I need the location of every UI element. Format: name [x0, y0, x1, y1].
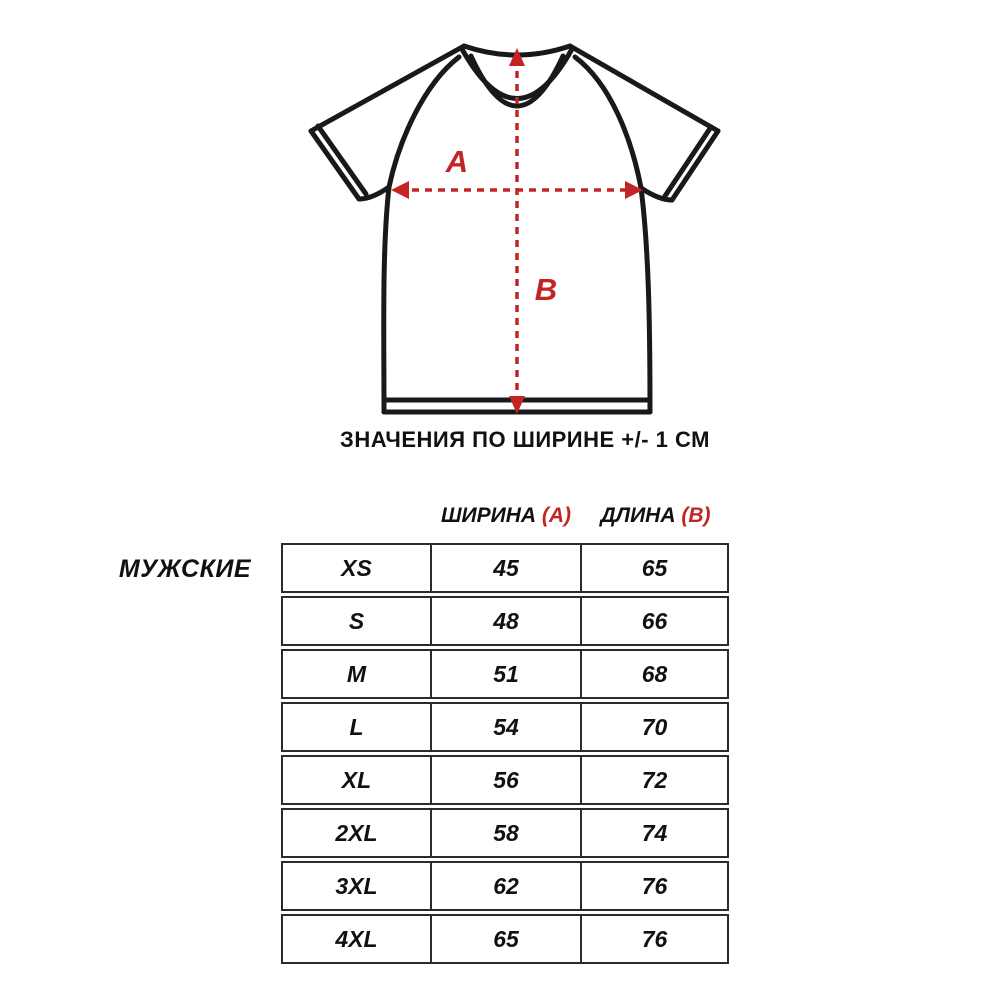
table-row: L 54 70: [281, 702, 729, 752]
right-underarm: [638, 185, 675, 203]
left-shoulder-line: [308, 43, 467, 134]
table-row: S 48 66: [281, 596, 729, 646]
left-cuff-outer: [308, 128, 362, 202]
width-cell: 58: [432, 810, 582, 856]
size-table: XS 45 65 S 48 66 M 51 68 L 54 70 XL 56 7…: [281, 543, 729, 967]
table-row: XL 56 72: [281, 755, 729, 805]
table-row: M 51 68: [281, 649, 729, 699]
table-row: 4XL 65 76: [281, 914, 729, 964]
arrowhead-left-icon: [391, 181, 409, 199]
column-header-width-text: ШИРИНА: [440, 504, 537, 527]
table-row: XS 45 65: [281, 543, 729, 593]
table-row: 2XL 58 74: [281, 808, 729, 858]
length-cell: 65: [641, 554, 668, 581]
column-header-width: ШИРИНА (A): [430, 504, 582, 528]
size-cell: 3XL: [283, 863, 432, 909]
diagram-caption: ЗНАЧЕНИЯ ПО ШИРИНЕ +/- 1 СМ: [340, 427, 710, 452]
arrowhead-down-icon: [509, 396, 525, 414]
right-cuff-outer: [669, 128, 721, 203]
right-armhole: [572, 54, 644, 191]
size-cell: XS: [283, 545, 432, 591]
size-cell: XL: [283, 757, 432, 803]
length-cell: 76: [641, 872, 668, 899]
width-cell: 48: [432, 598, 582, 644]
width-label-a: A: [445, 144, 468, 179]
column-header-length: ДЛИНА (B): [582, 504, 729, 528]
length-label-b: B: [535, 272, 557, 307]
width-cell: 54: [432, 704, 582, 750]
arrowhead-right-icon: [625, 181, 643, 199]
right-body-side: [638, 185, 653, 415]
tshirt-diagram: A B: [308, 43, 721, 415]
collar-inner-arc: [468, 53, 566, 109]
tshirt-outline: [308, 43, 721, 415]
right-shoulder-line: [567, 43, 721, 134]
width-cell: 51: [432, 651, 582, 697]
column-header-length-text: ДЛИНА: [600, 504, 676, 527]
length-cell: 72: [641, 766, 668, 793]
right-cuff-inner: [662, 124, 714, 199]
width-cell: 56: [432, 757, 582, 803]
left-armhole: [386, 54, 462, 190]
size-cell: M: [283, 651, 432, 697]
length-cell: 74: [641, 819, 668, 846]
size-cell: 4XL: [283, 916, 432, 962]
length-cell: 70: [641, 713, 668, 740]
left-cuff-inner: [315, 123, 369, 197]
size-cell: S: [283, 598, 432, 644]
width-cell: 65: [432, 916, 582, 962]
size-cell: 2XL: [283, 810, 432, 856]
column-header-width-mark: (A): [541, 504, 572, 527]
arrowhead-up-icon: [509, 48, 525, 66]
left-body-side: [381, 184, 392, 415]
measurement-arrows: [391, 48, 643, 414]
length-cell: 66: [641, 607, 668, 634]
width-cell: 62: [432, 863, 582, 909]
width-cell: 45: [432, 545, 582, 591]
left-underarm: [356, 184, 392, 202]
table-row: 3XL 62 76: [281, 861, 729, 911]
size-cell: L: [283, 704, 432, 750]
length-cell: 68: [641, 660, 668, 687]
table-group-label: МУЖСКИЕ: [118, 555, 252, 583]
column-header-length-mark: (B): [681, 504, 711, 527]
length-cell: 76: [641, 925, 668, 952]
